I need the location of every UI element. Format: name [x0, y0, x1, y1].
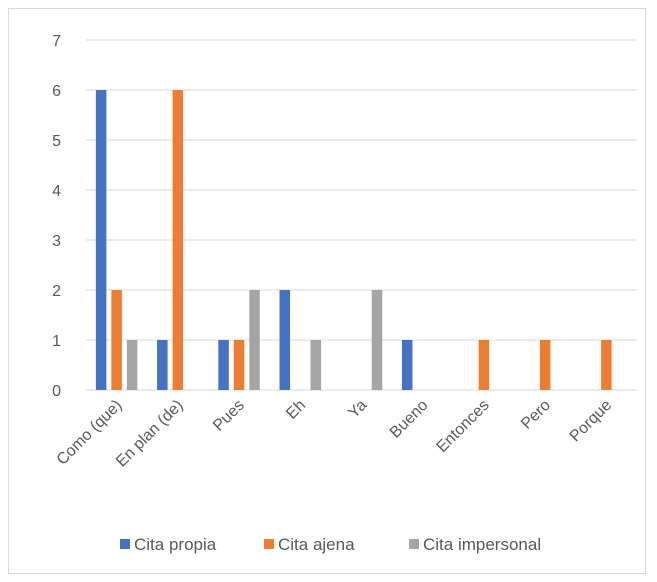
x-tick-label: Porque [567, 397, 616, 446]
x-tick-label: Pues [210, 397, 248, 435]
y-axis-tick-labels: 0 1 2 3 4 5 6 7 [52, 33, 61, 400]
legend-label: Cita impersonal [423, 535, 541, 554]
x-tick-label: Bueno [387, 397, 432, 442]
x-tick-label: Pero [518, 397, 554, 433]
bar-cita-impersonal [249, 290, 260, 390]
bars [95, 90, 612, 390]
y-tick-label: 2 [52, 283, 61, 300]
legend-label: Cita propia [134, 535, 217, 554]
y-tick-label: 5 [52, 133, 61, 150]
bar-cita-impersonal [310, 340, 322, 390]
bar-cita-propia [279, 290, 291, 390]
bar-cita-ajena [233, 340, 245, 390]
y-tick-label: 4 [52, 183, 61, 200]
gridlines [86, 39, 637, 391]
legend-label: Cita ajena [278, 535, 355, 554]
bar-cita-propia [401, 340, 413, 390]
bar-cita-propia [95, 90, 107, 390]
bar-cita-propia [157, 340, 168, 390]
bar-cita-ajena [478, 340, 490, 390]
bar-cita-impersonal [371, 290, 383, 390]
bar-cita-propia [218, 340, 229, 390]
legend-swatch [264, 539, 274, 549]
bar-cita-impersonal [126, 340, 138, 390]
x-tick-label: Entonces [434, 397, 493, 456]
y-tick-label: 0 [52, 383, 61, 400]
bar-cita-ajena [539, 340, 551, 390]
y-tick-label: 6 [52, 83, 61, 100]
legend-swatch [409, 539, 419, 549]
bar-cita-ajena [172, 90, 184, 390]
bar-cita-ajena [111, 290, 122, 390]
y-tick-label: 3 [52, 233, 61, 250]
x-tick-label: Eh [283, 397, 309, 423]
y-tick-label: 7 [52, 33, 61, 50]
x-axis-tick-labels: Como (que)En plan (de) Pues Eh Ya Bueno Enton… [54, 397, 616, 471]
y-tick-label: 1 [52, 333, 61, 350]
bar-cita-ajena [601, 340, 612, 390]
legend: Cita propia Cita ajena Cita impersonal [120, 535, 541, 554]
x-tick-label: Ya [345, 397, 370, 422]
legend-swatch [120, 539, 130, 549]
